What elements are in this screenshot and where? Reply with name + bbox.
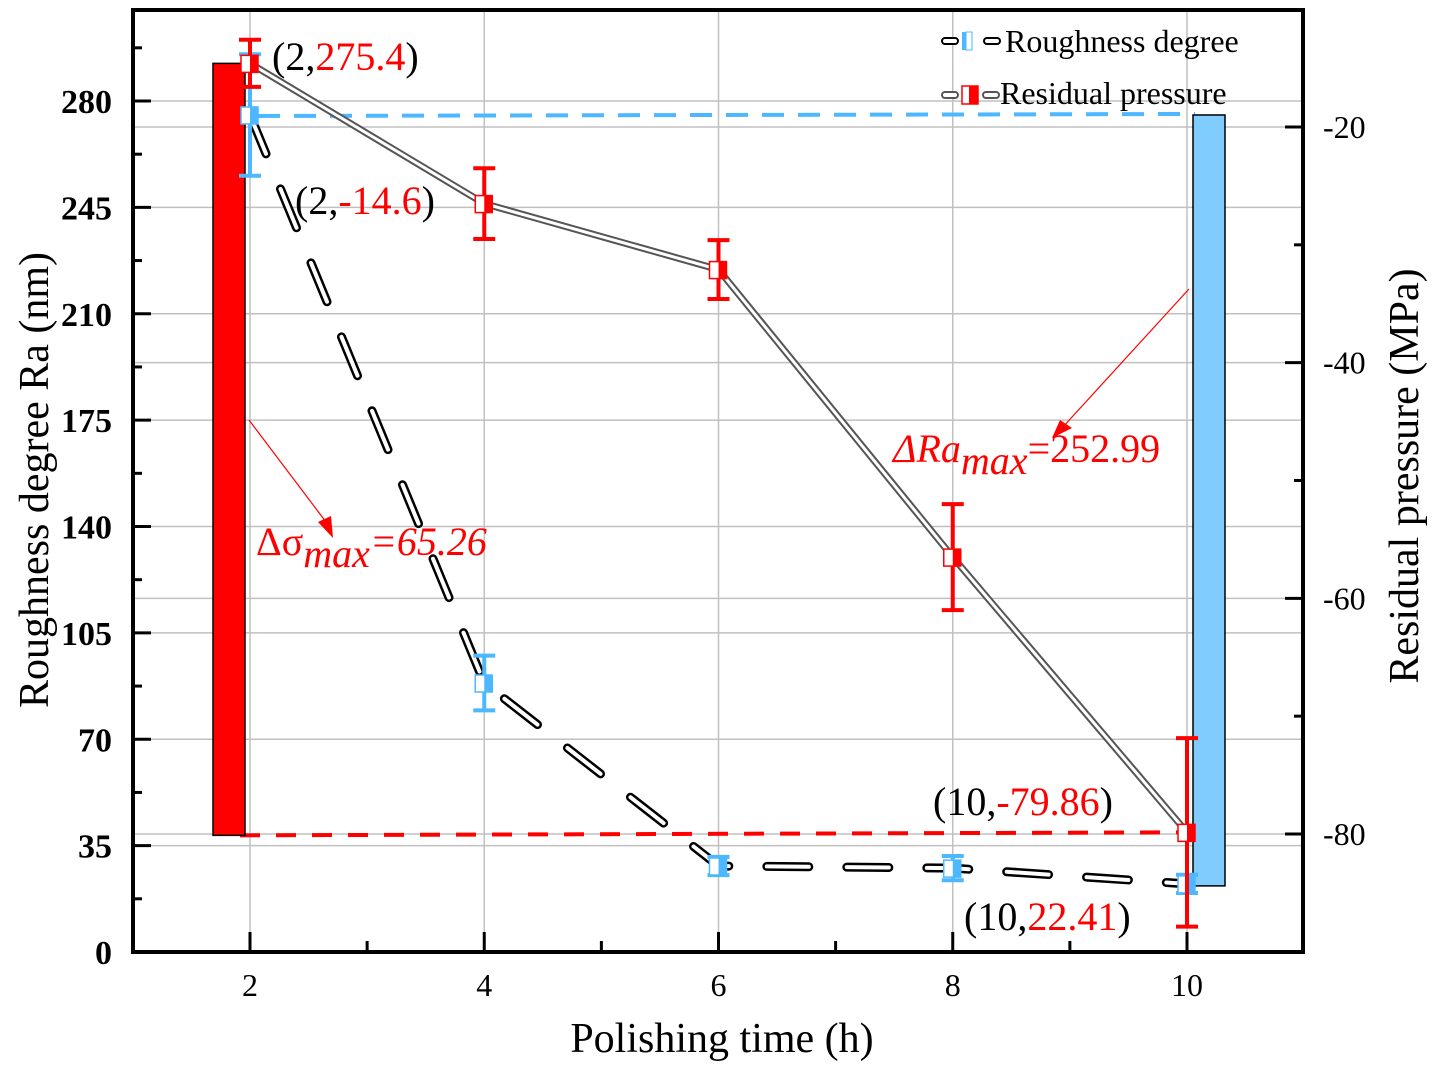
x-tick-label: 10 [1171, 967, 1203, 1003]
roughness-point [941, 853, 964, 883]
y-right-tick-label: -40 [1323, 345, 1366, 381]
delta-sigma-arrow-line [248, 419, 327, 523]
annotation-point-2-residual: (2,275.4) [272, 34, 419, 79]
y-left-tick-label: 210 [61, 297, 112, 334]
x-tick-label: 8 [945, 967, 961, 1003]
y-left-tick-label: 105 [61, 616, 112, 653]
y-axis-right-label: Residual pressure (MPa) [1382, 268, 1428, 683]
annotation-arrows [248, 288, 1190, 538]
roughness-point [473, 653, 496, 713]
residual-point [1176, 736, 1198, 929]
residual-point [473, 166, 496, 241]
annotation-point-10-roughness: (10,22.41) [964, 894, 1131, 939]
delta-ra-arrow-line [1061, 288, 1190, 429]
residual-point-marker-filled [952, 549, 961, 567]
y-left-tick-label: 0 [95, 935, 112, 972]
y-left-tick-label: 35 [78, 829, 112, 866]
x-axis-label: Polishing time (h) [570, 1016, 873, 1062]
grid-lines [133, 10, 1303, 952]
y-left-tick-label: 70 [78, 722, 112, 759]
y-right-tick-label: -80 [1323, 816, 1366, 852]
legend-item-residual[interactable]: Residual pressure [941, 75, 1227, 111]
legend-label-residual: Residual pressure [1000, 75, 1227, 111]
series-markers [239, 37, 1198, 929]
x-tick-label: 2 [242, 967, 258, 1003]
residual-point-marker-filled [718, 261, 727, 279]
residual-range-bar [212, 62, 246, 837]
legend-item-roughness[interactable]: Roughness degree [941, 23, 1239, 59]
y-axis-left-label: Roughness degree Ra (nm) [12, 252, 58, 708]
reference-lines [239, 111, 1196, 838]
y-left-tick-label: 175 [61, 403, 112, 440]
annotation-delta-sigma-max: Δσmax=65.26 [256, 519, 487, 576]
residual-point [707, 238, 730, 302]
legend: Roughness degree Residual pressure [941, 23, 1239, 111]
annotation-delta-ra-max: ΔRamax=252.99 [891, 426, 1160, 483]
roughness-max-reference-line [257, 111, 1196, 118]
residual-point-marker-filled [1187, 824, 1195, 842]
roughness-point-marker-filled [250, 106, 258, 124]
residual-min-reference-line [239, 830, 1181, 838]
y-right-tick-label: -20 [1323, 109, 1366, 145]
delta-ra-arrow-head [1052, 420, 1072, 438]
x-tick-label: 4 [476, 967, 492, 1003]
residual-point-marker-filled [250, 55, 258, 73]
y-left-tick-label: 280 [61, 84, 112, 121]
roughness-point-marker-filled [1187, 875, 1195, 893]
y-left-tick-label: 245 [61, 190, 112, 227]
y-right-tick-label: -60 [1323, 580, 1366, 616]
delta-sigma-arrow-head [318, 516, 333, 538]
y-left-tick-label: 140 [61, 510, 112, 547]
residual-point [239, 37, 261, 89]
axis-ticks: 2 4 6 8 10 0 35 70 105 140 175 210 245 280 -20 -40 -60 -8… [61, 46, 1366, 1003]
legend-label-roughness: Roughness degree [1005, 23, 1239, 59]
residual-point [941, 502, 964, 613]
x-tick-label: 6 [711, 967, 727, 1003]
annotation-point-10-residual: (10,-79.86) [933, 779, 1113, 824]
residual-point-marker-filled [484, 195, 493, 213]
annotation-point-2-roughness: (2,-14.6) [295, 178, 435, 223]
roughness-range-bar [1192, 114, 1226, 887]
roughness-point-marker-filled [484, 675, 493, 693]
roughness-point-marker-filled [952, 860, 961, 878]
range-bars [212, 62, 1226, 887]
roughness-point-marker-filled [718, 857, 727, 875]
roughness-point [707, 854, 730, 878]
